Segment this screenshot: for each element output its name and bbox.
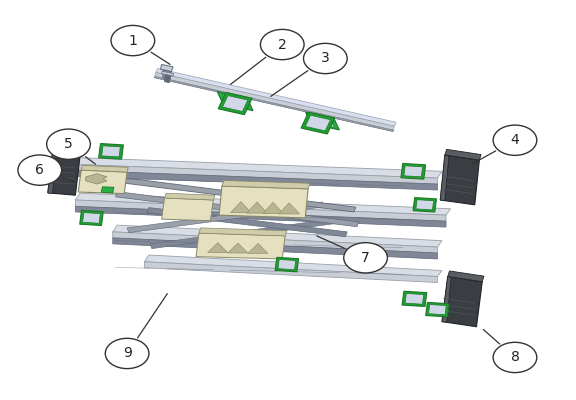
Polygon shape xyxy=(279,203,300,214)
Polygon shape xyxy=(426,302,449,317)
Polygon shape xyxy=(440,155,449,201)
Text: 7: 7 xyxy=(361,251,370,265)
Polygon shape xyxy=(275,257,298,272)
Polygon shape xyxy=(247,202,267,213)
Polygon shape xyxy=(429,304,446,315)
Polygon shape xyxy=(78,170,127,194)
Polygon shape xyxy=(222,96,248,112)
Polygon shape xyxy=(310,115,334,128)
Polygon shape xyxy=(75,200,446,221)
Polygon shape xyxy=(401,164,426,179)
Polygon shape xyxy=(98,144,123,159)
Circle shape xyxy=(344,243,388,273)
Polygon shape xyxy=(440,155,479,205)
Circle shape xyxy=(493,125,537,155)
Circle shape xyxy=(493,342,537,372)
Text: 1: 1 xyxy=(128,34,137,48)
Text: 6: 6 xyxy=(35,163,44,177)
Text: 5: 5 xyxy=(64,137,73,151)
Polygon shape xyxy=(145,255,442,276)
Circle shape xyxy=(18,155,62,185)
Polygon shape xyxy=(102,146,120,157)
Polygon shape xyxy=(162,198,213,221)
Polygon shape xyxy=(222,180,310,189)
Polygon shape xyxy=(442,276,482,327)
Polygon shape xyxy=(413,198,437,212)
Text: 8: 8 xyxy=(510,350,520,364)
Polygon shape xyxy=(113,225,442,247)
Polygon shape xyxy=(116,177,356,212)
Polygon shape xyxy=(67,164,437,184)
Polygon shape xyxy=(222,94,248,108)
Polygon shape xyxy=(75,206,446,227)
Polygon shape xyxy=(48,153,56,194)
Polygon shape xyxy=(67,170,437,190)
Polygon shape xyxy=(278,260,295,270)
Polygon shape xyxy=(196,233,285,259)
Polygon shape xyxy=(113,232,437,253)
Polygon shape xyxy=(306,112,339,130)
Polygon shape xyxy=(230,202,251,213)
Polygon shape xyxy=(162,71,173,76)
Polygon shape xyxy=(154,76,395,132)
Polygon shape xyxy=(217,92,253,111)
Text: 9: 9 xyxy=(123,346,131,360)
Polygon shape xyxy=(163,70,171,79)
Polygon shape xyxy=(301,112,335,134)
Polygon shape xyxy=(147,208,347,237)
Polygon shape xyxy=(219,186,308,218)
Polygon shape xyxy=(145,262,437,282)
Polygon shape xyxy=(405,294,424,304)
Polygon shape xyxy=(402,291,427,306)
Polygon shape xyxy=(113,238,437,259)
Polygon shape xyxy=(79,210,103,226)
Polygon shape xyxy=(448,271,484,282)
Polygon shape xyxy=(218,92,252,115)
Circle shape xyxy=(105,338,149,369)
Text: 3: 3 xyxy=(321,52,329,66)
Circle shape xyxy=(260,29,304,60)
Text: 4: 4 xyxy=(510,133,520,147)
Polygon shape xyxy=(150,218,342,249)
Polygon shape xyxy=(81,165,128,172)
Polygon shape xyxy=(165,74,170,83)
Polygon shape xyxy=(127,202,324,233)
Polygon shape xyxy=(156,68,396,126)
Polygon shape xyxy=(67,157,442,178)
Text: 2: 2 xyxy=(278,38,287,52)
Polygon shape xyxy=(165,193,215,200)
Polygon shape xyxy=(101,187,114,193)
Polygon shape xyxy=(199,228,287,236)
Polygon shape xyxy=(305,115,331,131)
Polygon shape xyxy=(75,193,450,215)
Polygon shape xyxy=(248,244,268,254)
Circle shape xyxy=(304,43,347,74)
Polygon shape xyxy=(228,243,248,253)
Polygon shape xyxy=(154,72,395,132)
Polygon shape xyxy=(52,147,81,156)
Polygon shape xyxy=(161,64,173,72)
Polygon shape xyxy=(116,192,359,227)
Polygon shape xyxy=(82,212,100,223)
Polygon shape xyxy=(442,276,451,322)
Polygon shape xyxy=(48,153,80,195)
Polygon shape xyxy=(263,202,283,214)
Polygon shape xyxy=(404,166,423,177)
Polygon shape xyxy=(445,149,481,160)
Polygon shape xyxy=(416,200,434,210)
Polygon shape xyxy=(207,243,228,253)
Circle shape xyxy=(47,129,90,159)
Polygon shape xyxy=(86,174,107,184)
Circle shape xyxy=(111,26,155,56)
